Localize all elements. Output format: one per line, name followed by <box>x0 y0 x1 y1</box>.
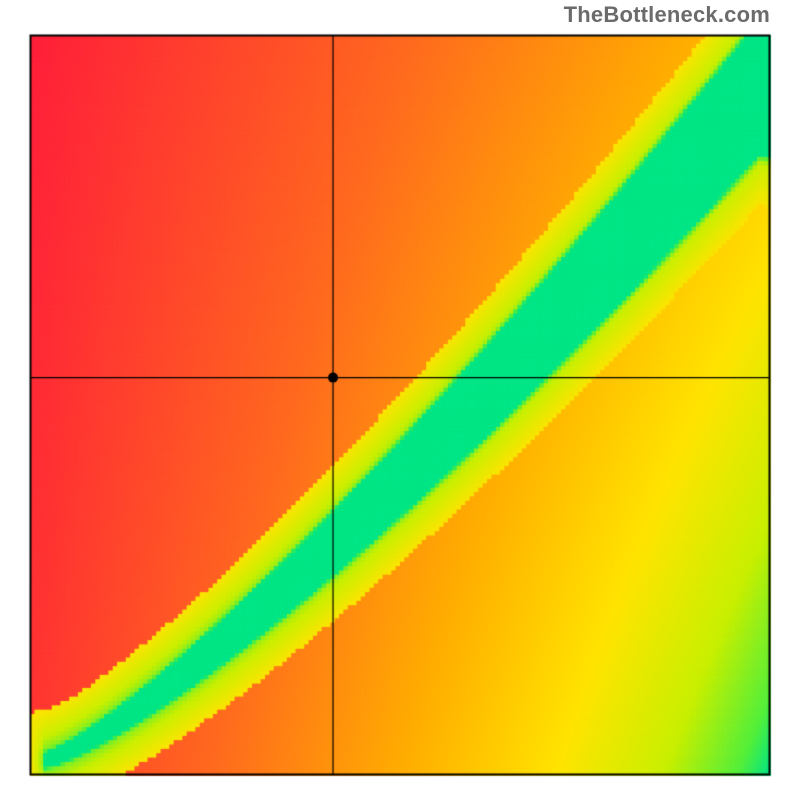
chart-container: TheBottleneck.com <box>0 0 800 800</box>
chart-canvas-wrap <box>0 0 800 800</box>
heatmap-canvas <box>0 0 800 800</box>
watermark-text: TheBottleneck.com <box>564 2 770 28</box>
